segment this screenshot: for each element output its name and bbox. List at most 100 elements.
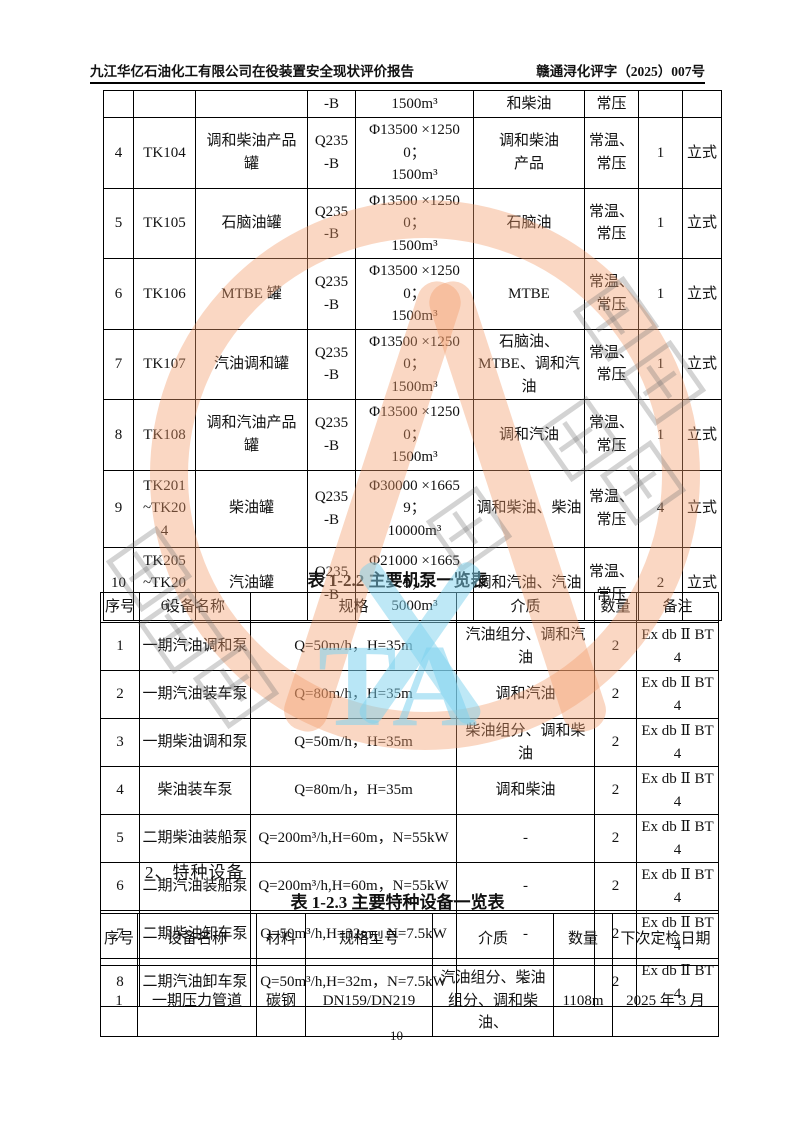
pump-table-caption: 表 1-2.2 主要机泵一览表 <box>307 571 488 590</box>
table-row: 2 一期汽油装车泵 Q=80m/h，H=35m 调和汽油 2 Ex db Ⅱ BT4 <box>100 670 719 719</box>
table-cell: 一期汽油调和泵 <box>139 622 251 671</box>
table-cell: 6 <box>100 862 140 911</box>
table-cell: 立式 <box>682 469 722 548</box>
table-cell: DN159/DN219 <box>305 965 433 1037</box>
table-cell: 4 <box>100 766 140 815</box>
column-header: 序号 <box>100 592 140 623</box>
table-cell: 调和柴油 <box>456 766 595 815</box>
table-cell: 5 <box>103 187 134 259</box>
table-cell: Q235 -B <box>307 399 356 471</box>
table-row: 8 TK108 调和汽油产品 罐 Q235 -B Φ13500 ×12500； 1500… <box>103 399 722 471</box>
table-row: 4 柴油装车泵 Q=80m/h，H=35m 调和柴油 2 Ex db Ⅱ BT4 <box>100 766 719 815</box>
page-number: 10 <box>390 1028 403 1043</box>
table-cell: 柴油罐 <box>195 469 308 548</box>
table-cell <box>682 90 722 118</box>
table-cell: 常温、 常压 <box>584 328 639 400</box>
table-cell: 2025 年 3 月 <box>612 965 719 1037</box>
table-cell: TK104 <box>133 117 196 189</box>
table-cell: 碳钢 <box>256 965 306 1037</box>
column-header: 序号 <box>100 913 138 966</box>
table-cell: Ex db Ⅱ BT4 <box>636 622 719 671</box>
column-header: 数量 <box>553 913 613 966</box>
table-cell: Φ13500 ×12500； 1500m³ <box>355 117 474 189</box>
table-row: 5 TK105 石脑油罐 Q235 -B Φ13500 ×12500； 1500m³ 石脑… <box>103 187 722 259</box>
tank-table: -B 1500m³ 和柴油 常压 4 TK104 调和柴油产品 罐 Q235 -B Φ13500… <box>103 90 722 621</box>
table-cell: Q235 -B <box>307 187 356 259</box>
table-row: 7 TK107 汽油调和罐 Q235 -B Φ13500 ×12500； 1500m³ 石… <box>103 328 722 400</box>
table-cell: TK201 ~TK20 4 <box>133 469 196 548</box>
table-cell: 一期汽油装车泵 <box>139 670 251 719</box>
column-header: 规格型号 <box>305 913 433 966</box>
table-cell: 常温、 常压 <box>584 469 639 548</box>
table-cell: 1108m <box>553 965 613 1037</box>
table-cell: 调和汽油 <box>473 399 585 471</box>
table-cell <box>638 90 683 118</box>
table-cell: 9 <box>103 469 134 548</box>
table-row: 1 一期压力管道 碳钢 DN159/DN219 汽油组分、柴油 组分、调和柴油、 1108… <box>100 965 719 1037</box>
column-header: 数量 <box>594 592 637 623</box>
table-cell: 调和汽油产品 罐 <box>195 399 308 471</box>
table-cell: 调和汽油 <box>456 670 595 719</box>
table-cell: TK106 <box>133 258 196 330</box>
table-row: 5 二期柴油装船泵 Q=200m³/h,H=60m，N=55kW -2 Ex db Ⅱ … <box>100 814 719 863</box>
table-cell: Ex db Ⅱ BT4 <box>636 718 719 767</box>
table-cell: 1 <box>100 622 140 671</box>
table-cell: 调和柴油、柴油 <box>473 469 585 548</box>
table-cell: 常温、 常压 <box>584 399 639 471</box>
table-cell: 柴油装车泵 <box>139 766 251 815</box>
column-header: 设备名称 <box>139 592 251 623</box>
table-header-row: 序号 设备名称 材料 规格型号 介质 数量 下次定检日期 <box>100 913 719 966</box>
table-cell: 一期柴油调和泵 <box>139 718 251 767</box>
special-table-caption: 表 1-2.3 主要特种设备一览表 <box>290 893 505 912</box>
table-cell: Q=50m/h，H=35m <box>250 718 457 767</box>
column-header: 介质 <box>432 913 554 966</box>
table-cell: - <box>456 814 595 863</box>
table-cell: 常压 <box>584 90 639 118</box>
table-cell: 柴油组分、调和柴油 <box>456 718 595 767</box>
table-cell: 2 <box>594 814 637 863</box>
table-cell: Q=200m³/h,H=60m，N=55kW <box>250 862 457 911</box>
table-cell: Φ13500 ×12500； 1500m³ <box>355 258 474 330</box>
table-cell: 一期压力管道 <box>137 965 257 1037</box>
table-cell: Φ13500 ×12500； 1500m³ <box>355 187 474 259</box>
table-cell: Φ13500 ×12500； 1500m³ <box>355 328 474 400</box>
table-cell: 汽油调和罐 <box>195 328 308 400</box>
table-cell: 1 <box>100 965 138 1037</box>
table-cell: 立式 <box>682 328 722 400</box>
table-cell: 立式 <box>682 399 722 471</box>
table-cell: 常温、 常压 <box>584 187 639 259</box>
table-cell: 和柴油 <box>473 90 585 118</box>
table-cell: 常温、 常压 <box>584 258 639 330</box>
table-row: 1 一期汽油调和泵 Q=50m/h，H=35m 汽油组分、调和汽油 2 Ex db Ⅱ B… <box>100 622 719 671</box>
table-cell: Ex db Ⅱ BT4 <box>636 862 719 911</box>
table-row: 9 TK201 ~TK20 4 柴油罐 Q235 -B Φ30000 ×16659； 1… <box>103 469 722 548</box>
column-header: 设备名称 <box>137 913 257 966</box>
table-cell: 3 <box>100 718 140 767</box>
table-cell: Φ13500 ×12500； 1500m³ <box>355 399 474 471</box>
report-title: 九江华亿石油化工有限公司在役装置安全现状评价报告 <box>90 64 414 79</box>
table-cell: Q235 -B <box>307 328 356 400</box>
table-cell: Φ30000 ×16659； 10000m³ <box>355 469 474 548</box>
table-cell: Q235 -B <box>307 117 356 189</box>
table-cell: TK108 <box>133 399 196 471</box>
table-cell: MTBE 罐 <box>195 258 308 330</box>
table-cell: Ex db Ⅱ BT4 <box>636 814 719 863</box>
table-cell: Ex db Ⅱ BT4 <box>636 670 719 719</box>
table-cell: 2 <box>594 670 637 719</box>
table-cell: -B <box>307 90 356 118</box>
table-row: 6 TK106 MTBE 罐 Q235 -B Φ13500 ×12500； 1500m³… <box>103 258 722 330</box>
table-cell: 常温、 常压 <box>584 117 639 189</box>
table-row: 3 一期柴油调和泵 Q=50m/h，H=35m 柴油组分、调和柴油 2 Ex db Ⅱ B… <box>100 718 719 767</box>
table-cell: 4 <box>638 469 683 548</box>
table-cell: 1 <box>638 328 683 400</box>
table-cell: 调和柴油产品 罐 <box>195 117 308 189</box>
table-cell: 1 <box>638 258 683 330</box>
table-cell: 2 <box>594 862 637 911</box>
table-cell: Q=200m³/h,H=60m，N=55kW <box>250 814 457 863</box>
table-cell: 立式 <box>682 187 722 259</box>
column-header: 下次定检日期 <box>612 913 719 966</box>
table-cell <box>133 90 196 118</box>
table-cell: 石脑油、 MTBE、调和汽 油 <box>473 328 585 400</box>
table-cell: 汽油组分、柴油 组分、调和柴油、 <box>432 965 554 1037</box>
